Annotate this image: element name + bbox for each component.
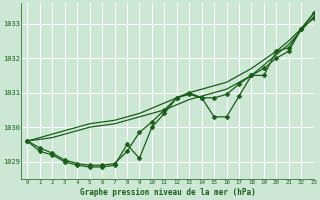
X-axis label: Graphe pression niveau de la mer (hPa): Graphe pression niveau de la mer (hPa)	[80, 188, 255, 197]
